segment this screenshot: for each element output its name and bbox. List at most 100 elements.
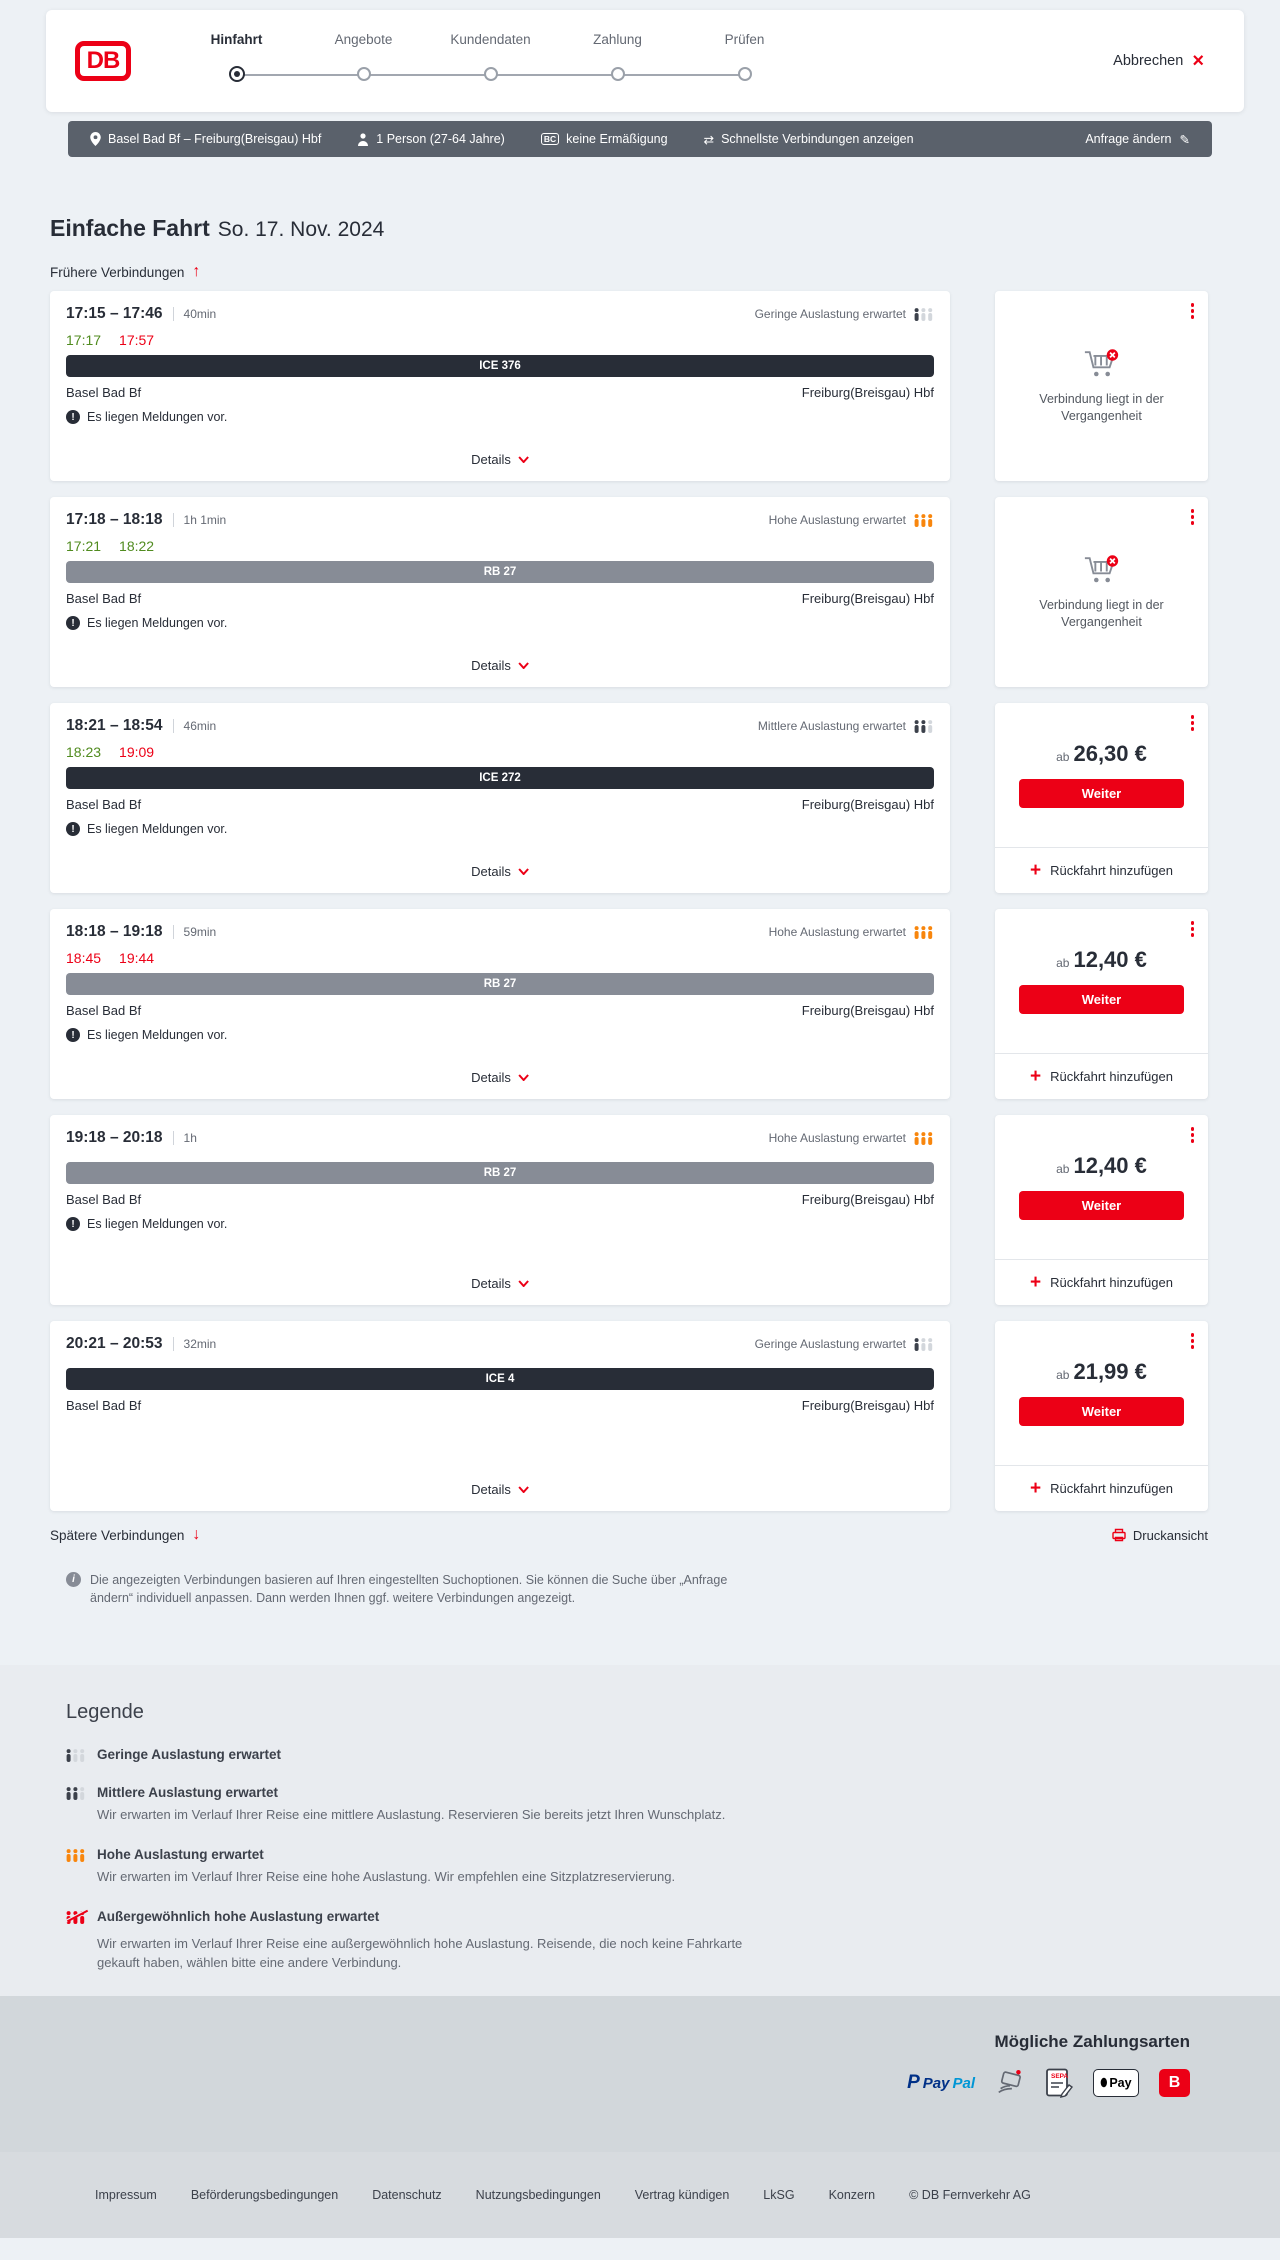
discount-summary: BC keine Ermäßigung — [540, 132, 668, 146]
duration: 1h — [172, 1131, 197, 1145]
origin-station: Basel Bad Bf — [66, 385, 142, 400]
pencil-icon: ✎ — [1179, 131, 1190, 147]
details-button[interactable]: Details — [465, 858, 535, 885]
occupancy-label: Hohe Auslastung erwartet — [768, 513, 906, 527]
connection-card: 18:21 – 18:54 46min Mittlere Auslastung … — [50, 703, 950, 893]
booking-panel-past: Verbindung liegt in der Vergangenheit — [995, 497, 1208, 687]
plus-icon: + — [1030, 860, 1042, 881]
print-view-button[interactable]: Druckansicht — [1112, 1528, 1208, 1543]
more-options-button[interactable] — [1188, 1330, 1198, 1352]
train-segment-bar: RB 27 — [66, 1162, 934, 1184]
plus-icon: + — [1030, 1478, 1042, 1499]
step-kundendaten: Kundendaten — [450, 32, 531, 47]
apple-pay-icon: ⬮ Pay — [1093, 2069, 1139, 2097]
bahnbonus-icon: B — [1159, 2069, 1190, 2097]
chevron-down-icon — [518, 1280, 529, 1287]
origin-station: Basel Bad Bf — [66, 1398, 142, 1413]
legend-heading: Legende — [66, 1701, 144, 1723]
time-range: 18:21 – 18:54 — [66, 717, 163, 734]
train-segment-bar: ICE 4 — [66, 1368, 934, 1390]
arrow-up-icon: ↑ — [192, 263, 201, 280]
chevron-down-icon — [518, 868, 529, 875]
booking-panel-past: Verbindung liegt in der Vergangenheit — [995, 291, 1208, 481]
more-options-button[interactable] — [1188, 300, 1198, 322]
message-row: ! Es liegen Meldungen vor. — [66, 616, 934, 630]
footer-link-nutzungsbedingungen[interactable]: Nutzungsbedingungen — [475, 2188, 601, 2202]
actual-departure: 18:23 — [66, 744, 102, 760]
connection-card: 20:21 – 20:53 32min Geringe Auslastung e… — [50, 1321, 950, 1511]
more-options-button[interactable] — [1188, 1124, 1198, 1146]
price-prefix: ab — [1056, 750, 1070, 764]
duration: 59min — [172, 925, 216, 939]
continue-button[interactable]: Weiter — [1019, 1397, 1184, 1426]
footer: Impressum Beförderungsbedingungen Datens… — [0, 2152, 1280, 2238]
footer-link-befoerderungsbedingungen[interactable]: Beförderungsbedingungen — [190, 2188, 339, 2202]
details-button[interactable]: Details — [465, 1064, 535, 1091]
location-pin-icon — [90, 132, 101, 146]
results-main: Einfache Fahrt So. 17. Nov. 2024 Frühere … — [0, 215, 1258, 1607]
connection-card: 17:15 – 17:46 40min Geringe Auslastung e… — [50, 291, 950, 481]
occupancy-high-icon — [66, 1849, 86, 1862]
continue-button[interactable]: Weiter — [1019, 779, 1184, 808]
route-summary: Basel Bad Bf – Freiburg(Breisgau) Hbf — [90, 132, 321, 146]
chevron-down-icon — [518, 662, 529, 669]
add-return-button[interactable]: + Rückfahrt hinzufügen — [995, 1053, 1208, 1099]
destination-station: Freiburg(Breisgau) Hbf — [801, 1398, 934, 1413]
add-return-button[interactable]: + Rückfahrt hinzufügen — [995, 1259, 1208, 1305]
footer-link-vertrag-kuendigen[interactable]: Vertrag kündigen — [634, 2188, 730, 2202]
booking-panel: ab 26,30 € Weiter + Rückfahrt hinzufügen — [995, 703, 1208, 893]
occupancy-low-icon — [914, 308, 934, 321]
change-request-button[interactable]: Anfrage ändern ✎ — [1085, 131, 1190, 147]
cancel-button[interactable]: Abbrechen × — [1113, 50, 1204, 72]
more-options-button[interactable] — [1188, 506, 1198, 528]
duration: 40min — [172, 307, 216, 321]
details-button[interactable]: Details — [465, 652, 535, 679]
details-button[interactable]: Details — [465, 1476, 535, 1503]
step-angebote: Angebote — [334, 32, 393, 47]
train-segment-bar: ICE 376 — [66, 355, 934, 377]
details-button[interactable]: Details — [465, 1270, 535, 1297]
origin-station: Basel Bad Bf — [66, 1003, 142, 1018]
message-row: ! Es liegen Meldungen vor. — [66, 1217, 934, 1231]
occupancy-label: Hohe Auslastung erwartet — [768, 1131, 906, 1145]
occupancy-label: Mittlere Auslastung erwartet — [757, 719, 906, 733]
legend-description: Wir erwarten im Verlauf Ihrer Reise eine… — [97, 1869, 676, 1884]
add-return-button[interactable]: + Rückfahrt hinzufügen — [995, 847, 1208, 893]
copyright: © DB Fernverkehr AG — [909, 2188, 1031, 2202]
destination-station: Freiburg(Breisgau) Hbf — [801, 1192, 934, 1207]
footer-link-datenschutz[interactable]: Datenschutz — [372, 2188, 442, 2202]
origin-station: Basel Bad Bf — [66, 591, 142, 606]
alert-icon: ! — [66, 410, 80, 424]
legend-item-medium: Mittlere Auslastung erwartet — [66, 1785, 1280, 1800]
db-logo: DB — [75, 41, 131, 81]
more-options-button[interactable] — [1188, 918, 1198, 940]
continue-button[interactable]: Weiter — [1019, 985, 1184, 1014]
legend-section: Legende Geringe Auslastung erwartet Mitt… — [0, 1665, 1280, 1996]
footer-link-impressum[interactable]: Impressum — [95, 2188, 157, 2202]
destination-station: Freiburg(Breisgau) Hbf — [801, 1003, 934, 1018]
plus-icon: + — [1030, 1272, 1042, 1293]
occupancy-medium-icon — [914, 720, 934, 733]
earlier-connections-button[interactable]: Frühere Verbindungen ↑ — [50, 263, 201, 280]
footer-link-lksg[interactable]: LkSG — [763, 2188, 795, 2202]
search-summary-bar: Basel Bad Bf – Freiburg(Breisgau) Hbf 1 … — [68, 121, 1212, 157]
legend-item-exceptional: Außergewöhnlich hohe Auslastung erwartet — [66, 1909, 1280, 1929]
legend-description: Wir erwarten im Verlauf Ihrer Reise eine… — [97, 1936, 743, 1970]
price-prefix: ab — [1056, 1368, 1070, 1382]
add-return-button[interactable]: + Rückfahrt hinzufügen — [995, 1465, 1208, 1511]
price-prefix: ab — [1056, 1162, 1070, 1176]
more-options-button[interactable] — [1188, 712, 1198, 734]
message-row: ! Es liegen Meldungen vor. — [66, 822, 934, 836]
actual-arrival: 19:09 — [119, 744, 155, 760]
details-button[interactable]: Details — [465, 446, 535, 473]
booking-panel: ab 12,40 € Weiter + Rückfahrt hinzufügen — [995, 909, 1208, 1099]
later-connections-button[interactable]: Spätere Verbindungen ↓ — [50, 1526, 201, 1543]
destination-station: Freiburg(Breisgau) Hbf — [801, 797, 934, 812]
app-header: DB Hinfahrt Angebote Kundendaten Zahlung… — [46, 10, 1244, 112]
info-icon: i — [66, 1572, 81, 1587]
footer-link-konzern[interactable]: Konzern — [828, 2188, 876, 2202]
continue-button[interactable]: Weiter — [1019, 1191, 1184, 1220]
person-icon — [357, 133, 369, 146]
actual-arrival: 17:57 — [119, 332, 155, 348]
time-range: 17:15 – 17:46 — [66, 305, 163, 322]
